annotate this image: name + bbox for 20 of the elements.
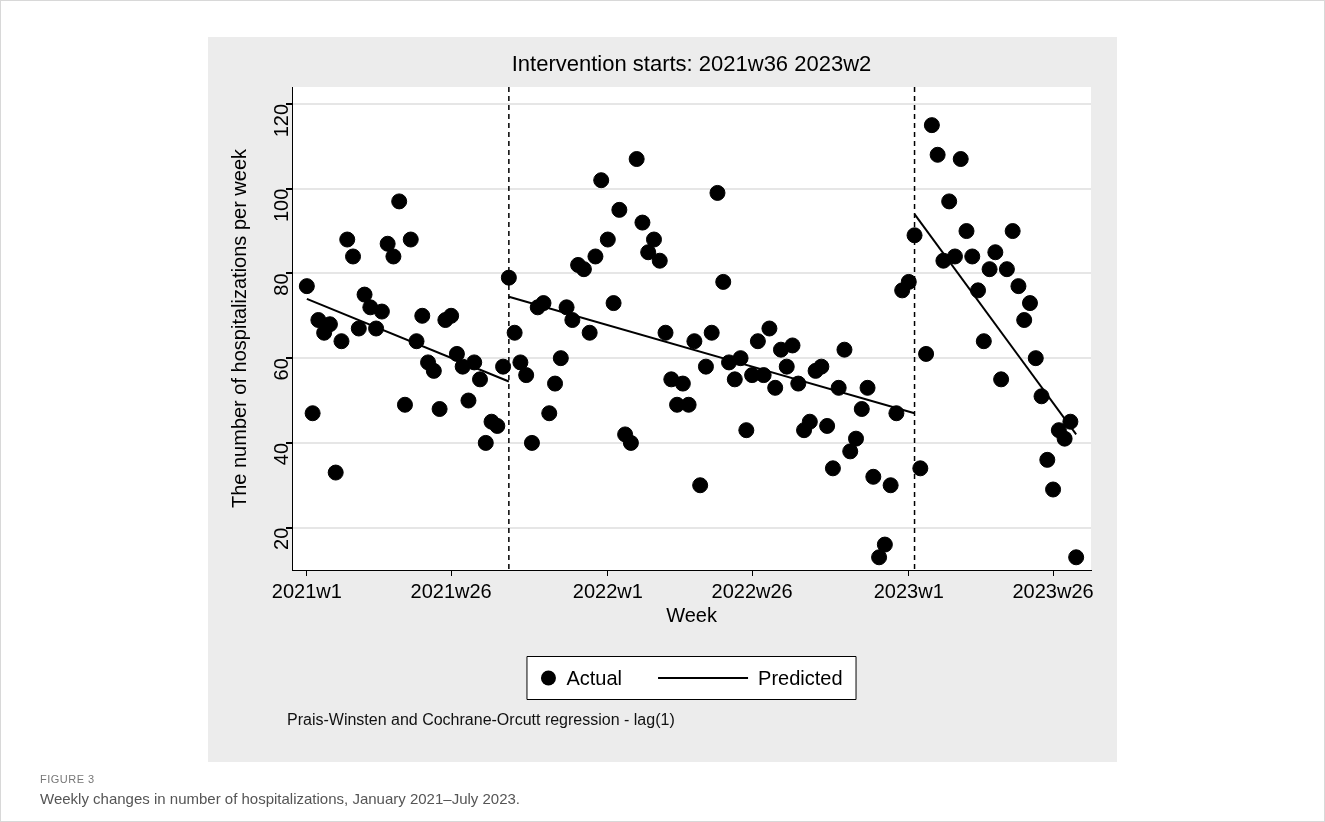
- legend-label: Predicted: [758, 666, 843, 689]
- y-axis-title: The number of hospitalizations per week: [227, 147, 250, 509]
- x-tick-label: 2023w26: [1012, 579, 1094, 602]
- y-tick-label: 80: [269, 273, 292, 296]
- y-tick-label: 100: [269, 188, 292, 223]
- text: Weekly changes in number of hospitalizations, January 2021–July 2023.: [40, 790, 521, 807]
- chart-title: Intervention starts: 2021w36 2023w2: [511, 51, 872, 77]
- y-tick-label: 20: [269, 527, 292, 550]
- caption: FIGURE 3: [40, 773, 95, 785]
- x-tick-label: 2021w1: [271, 579, 342, 602]
- x-tick-label: 2021w26: [410, 579, 492, 602]
- legend-label: Actual: [566, 666, 623, 689]
- x-axis-title: Week: [666, 603, 718, 626]
- x-tick-label: 2022w1: [572, 579, 643, 602]
- x-tick-label: 2022w26: [711, 579, 793, 602]
- y-tick-label: 40: [269, 442, 292, 466]
- text: Prais-Winsten and Cochrane-Orcutt regression - lag(1): [287, 711, 675, 729]
- y-tick-label: 60: [269, 358, 292, 381]
- x-tick-label: 2023w1: [873, 579, 944, 602]
- y-tick-label: 120: [269, 103, 292, 138]
